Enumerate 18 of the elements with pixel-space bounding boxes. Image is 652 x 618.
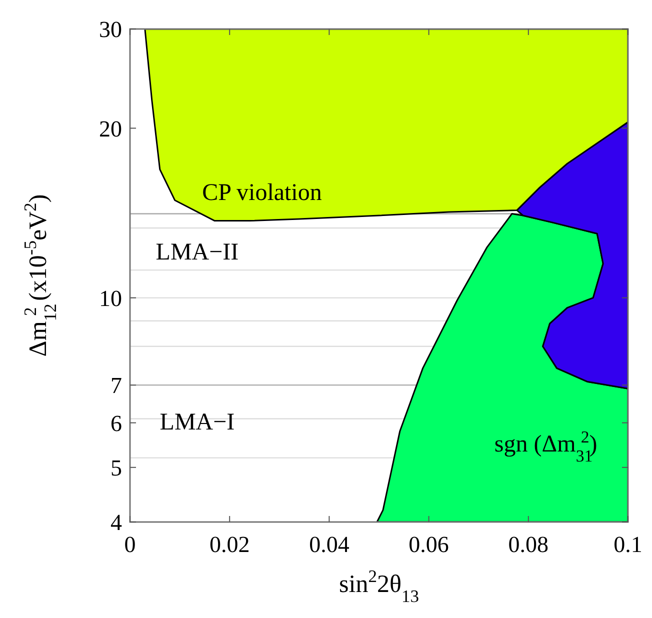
y-tick-label: 30 [99, 17, 122, 42]
y-tick-label: 10 [99, 286, 122, 311]
y-tick-label: 6 [110, 410, 122, 436]
y-tick-label: 4 [110, 510, 122, 536]
annotation: LMA−I [160, 409, 235, 436]
y-tick-label: 20 [99, 116, 122, 142]
x-axis-title: sin$^{2}$2θ$_{13}$ [339, 566, 420, 606]
y-tick-label: 5 [110, 455, 122, 480]
x-tick-label: 0.1 [614, 532, 642, 557]
x-tick-label: 0.04 [309, 532, 350, 557]
x-tick-label: 0.06 [408, 532, 449, 557]
x-tick-label: 0.02 [209, 532, 250, 557]
annotation: CP violation [202, 180, 322, 206]
x-tick-label: 0.08 [508, 532, 549, 557]
annotation: sgn (Δm$_{31}$$^{2}$) [494, 427, 598, 466]
x-tick-label: 0 [124, 532, 136, 557]
y-tick-label: 7 [110, 373, 122, 398]
annotation: LMA−II [156, 239, 239, 266]
